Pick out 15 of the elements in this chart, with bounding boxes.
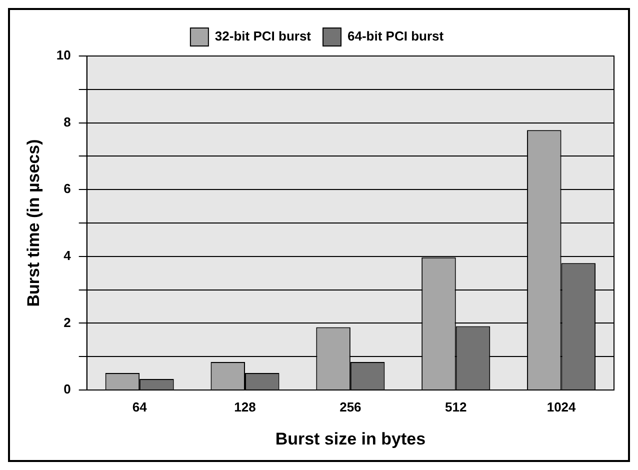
y-axis-title: Burst time (in µsecs) [24, 139, 43, 307]
legend-label: 32-bit PCI burst [214, 28, 312, 44]
x-axis-title: Burst size in bytes [275, 429, 426, 448]
legend-label: 64-bit PCI burst [348, 28, 444, 44]
y-tick-label: 8 [64, 114, 71, 130]
x-tick-label: 64 [132, 399, 148, 414]
x-tick-label: 1024 [546, 399, 577, 414]
y-tick-label: 2 [64, 314, 71, 330]
x-tick-label: 256 [340, 399, 362, 414]
x-tick-label: 128 [234, 399, 256, 414]
y-tick-label: 4 [64, 248, 72, 263]
y-tick-label: 10 [56, 48, 71, 63]
x-tick-label: 512 [445, 399, 467, 414]
y-tick-label: 0 [64, 382, 71, 397]
y-tick-label: 6 [64, 181, 71, 196]
